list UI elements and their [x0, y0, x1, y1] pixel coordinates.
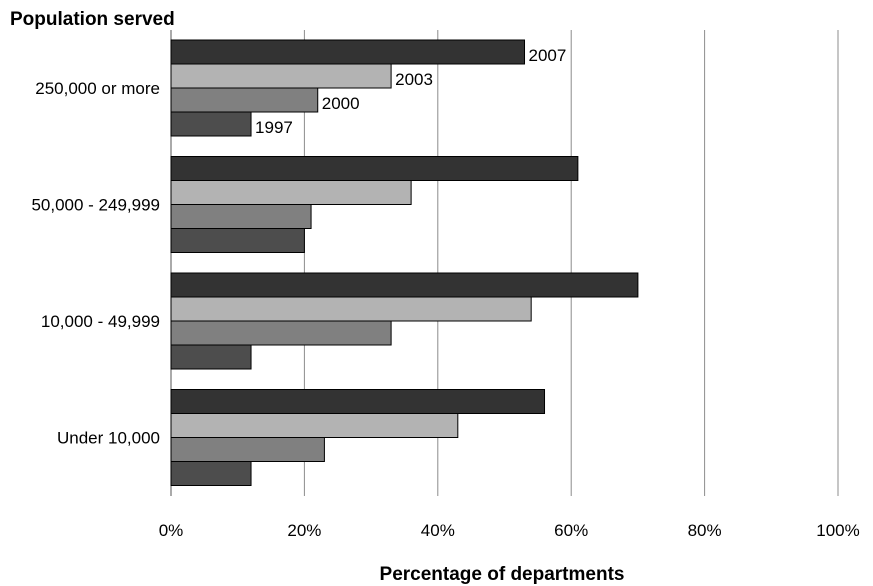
bar	[170, 296, 532, 322]
bar	[170, 320, 392, 346]
bar	[170, 461, 252, 486]
category-label: 10,000 - 49,999	[41, 312, 160, 331]
bar	[170, 204, 312, 229]
bar	[170, 39, 526, 65]
x-tick-labels: 0% 20% 40% 60% 80% 100%	[159, 521, 860, 540]
series-label: 1997	[255, 118, 293, 137]
bar	[170, 111, 252, 137]
x-tick-label: 20%	[287, 521, 321, 540]
bar	[170, 344, 252, 370]
bar	[170, 413, 459, 438]
x-tick-label: 60%	[554, 521, 588, 540]
bars: 2007 2003 2000 1997	[170, 39, 639, 486]
category-label: 250,000 or more	[35, 79, 160, 98]
bar	[170, 156, 579, 181]
series-label: 2000	[322, 94, 360, 113]
bar	[170, 389, 546, 414]
x-tick-label: 100%	[816, 521, 859, 540]
bar	[170, 87, 319, 113]
category-labels: 250,000 or more 50,000 - 249,999 10,000 - …	[31, 79, 160, 448]
category-label: Under 10,000	[57, 429, 160, 448]
bar	[170, 180, 412, 205]
x-tick-label: 40%	[421, 521, 455, 540]
x-tick-label: 80%	[688, 521, 722, 540]
category-label: 50,000 - 249,999	[31, 196, 160, 215]
series-label: 2003	[395, 70, 433, 89]
series-label: 2007	[529, 46, 567, 65]
bar	[170, 63, 392, 89]
bar	[170, 437, 325, 462]
bar	[170, 228, 305, 253]
x-axis-label: Percentage of departments	[380, 564, 625, 585]
bar	[170, 272, 639, 298]
x-tick-label: 0%	[159, 521, 184, 540]
chart-title: Population served	[10, 9, 175, 30]
